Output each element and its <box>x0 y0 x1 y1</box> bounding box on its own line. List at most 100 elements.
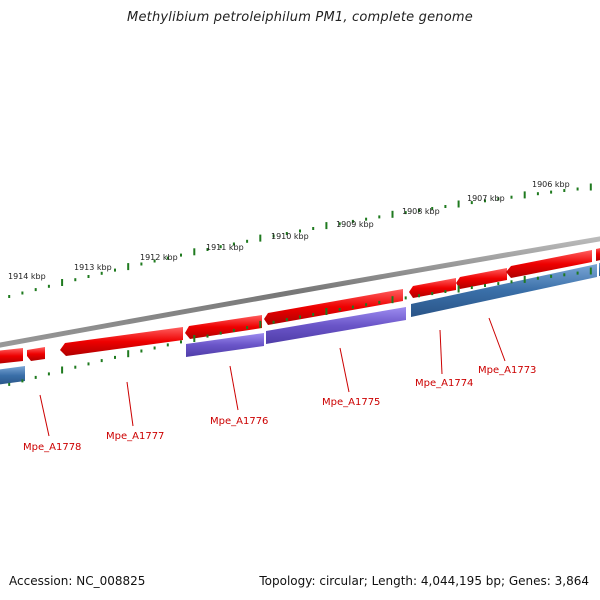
outer-ring-minor-tick <box>312 227 315 230</box>
scale-labels: 1914 kbp 1913 kbp 1912 kbp 1911 kbp 1910… <box>8 180 570 281</box>
outer-ring-minor-tick <box>246 239 249 243</box>
outer-ring-major-tick <box>391 210 394 218</box>
inner-ring-major-tick <box>589 267 592 275</box>
scale-label-1908: 1908 kbp <box>402 207 440 216</box>
scale-label-1907: 1907 kbp <box>467 194 505 203</box>
outer-ring-minor-tick <box>74 278 77 282</box>
genome-backbone <box>0 236 600 348</box>
gene-bar-mpe-a1776[interactable] <box>186 333 264 357</box>
outer-ring-major-tick <box>523 191 526 199</box>
outer-ring-minor-tick <box>34 288 37 292</box>
forward-strand-genes <box>0 247 600 364</box>
outer-ring-minor-tick <box>550 190 553 194</box>
inner-ring-major-tick <box>61 366 64 374</box>
outer-ring-minor-tick <box>114 268 116 272</box>
gene-label-mpe-a1778[interactable]: Mpe_A1778 <box>23 442 81 453</box>
inner-ring-major-tick <box>193 335 196 342</box>
inner-ring-minor-tick <box>431 292 434 296</box>
outer-ring-minor-tick <box>272 234 275 238</box>
outer-ring-minor-tick <box>378 215 381 219</box>
inner-ring-minor-tick <box>312 313 315 316</box>
outer-ring-major-tick <box>193 248 196 256</box>
inner-ring-minor-tick <box>510 280 513 284</box>
gene-label-mpe-a1773[interactable]: Mpe_A1773 <box>478 365 536 376</box>
gene-arrow[interactable] <box>506 250 592 278</box>
gene-bar-mpe-a1775[interactable] <box>266 307 406 344</box>
scale-label-1911: 1911 kbp <box>206 243 244 252</box>
outer-ring-minor-tick <box>444 205 447 208</box>
outer-ring-minor-tick <box>404 211 407 215</box>
gene-label-mpe-a1775[interactable]: Mpe_A1775 <box>322 397 380 408</box>
inner-ring-minor-tick <box>378 300 381 304</box>
gene-arrow[interactable] <box>596 247 600 261</box>
outer-ring-minor-tick <box>484 199 486 203</box>
inner-ring-minor-tick <box>114 355 116 359</box>
inner-ring-minor-tick <box>351 305 354 309</box>
gene-label-mpe-a1777[interactable]: Mpe_A1777 <box>106 431 164 442</box>
inner-ring-major-tick <box>523 275 526 283</box>
inner-ring-minor-tick <box>338 308 341 311</box>
outer-ring-minor-tick <box>365 217 368 221</box>
map-title: Methylibium petroleiphilum PM1, complete… <box>127 10 473 25</box>
gene-bar[interactable] <box>0 366 25 385</box>
outer-ring-minor-tick <box>470 201 473 205</box>
inner-ring-minor-tick <box>365 303 368 307</box>
inner-tick-ring <box>8 267 592 386</box>
inner-ring-minor-tick <box>206 334 209 338</box>
gene-label-mpe-a1774[interactable]: Mpe_A1774 <box>415 378 473 389</box>
outer-ring-minor-tick <box>100 271 103 275</box>
inner-ring-major-tick <box>391 296 394 304</box>
inner-ring-minor-tick <box>8 382 11 386</box>
inner-ring-minor-tick <box>404 296 407 300</box>
inner-ring-minor-tick <box>180 340 182 344</box>
outer-ring-major-tick <box>259 234 262 242</box>
inner-ring-major-tick <box>127 350 130 358</box>
accession-text: Accession: NC_008825 <box>9 574 146 588</box>
inner-ring-minor-tick <box>299 315 301 319</box>
callout-line-mpe-a1777 <box>126 381 134 427</box>
gene-callouts <box>39 317 506 437</box>
gene-arrow[interactable] <box>0 348 23 364</box>
inner-ring-minor-tick <box>47 372 50 376</box>
scale-label-1909: 1909 kbp <box>336 220 374 229</box>
inner-ring-minor-tick <box>444 290 447 293</box>
gene-label-mpe-a1776[interactable]: Mpe_A1776 <box>210 416 268 427</box>
outer-ring-minor-tick <box>510 195 513 199</box>
inner-ring-minor-tick <box>166 343 169 347</box>
gene-arrow-mpe-a1774[interactable] <box>409 278 456 298</box>
inner-ring-minor-tick <box>497 282 500 286</box>
inner-ring-minor-tick <box>563 273 566 277</box>
gene-arrow-mpe-a1776[interactable] <box>185 315 262 339</box>
inner-ring-minor-tick <box>272 320 275 324</box>
inner-ring-minor-tick <box>140 349 143 353</box>
gene-labels: Mpe_A1778 Mpe_A1777 Mpe_A1776 Mpe_A1775 … <box>23 365 536 453</box>
gene-arrow-mpe-a1775[interactable] <box>264 289 403 325</box>
inner-ring-minor-tick <box>484 284 486 287</box>
scale-label-1910: 1910 kbp <box>271 232 309 241</box>
callout-line-mpe-a1776 <box>229 365 239 411</box>
outer-ring-minor-tick <box>431 207 434 210</box>
inner-ring-minor-tick <box>232 328 235 332</box>
gene-arrow[interactable] <box>27 347 45 361</box>
outer-ring-minor-tick <box>47 284 50 288</box>
callout-line-mpe-a1774 <box>439 329 443 375</box>
outer-ring-minor-tick <box>536 192 539 196</box>
inner-ring-minor-tick <box>576 271 579 275</box>
gene-arrow-mpe-a1777[interactable] <box>60 327 183 356</box>
inner-ring-major-tick <box>325 308 328 315</box>
gene-arrow-mpe-a1773[interactable] <box>456 268 507 289</box>
inner-ring-minor-tick <box>550 274 553 278</box>
outer-ring-minor-tick <box>285 232 288 235</box>
inner-ring-minor-tick <box>418 294 420 298</box>
outer-ring-minor-tick <box>87 275 90 278</box>
outer-ring-minor-tick <box>418 209 420 212</box>
inner-ring-minor-tick <box>285 318 288 322</box>
outer-ring-minor-tick <box>180 253 182 257</box>
outer-ring-major-tick <box>325 222 328 230</box>
inner-ring-minor-tick <box>74 365 77 369</box>
outer-ring-major-tick <box>457 200 460 208</box>
outer-tick-ring <box>8 183 592 298</box>
outer-ring-major-tick <box>61 279 64 286</box>
inner-ring-major-tick <box>259 320 262 328</box>
callout-line-mpe-a1778 <box>39 394 50 437</box>
